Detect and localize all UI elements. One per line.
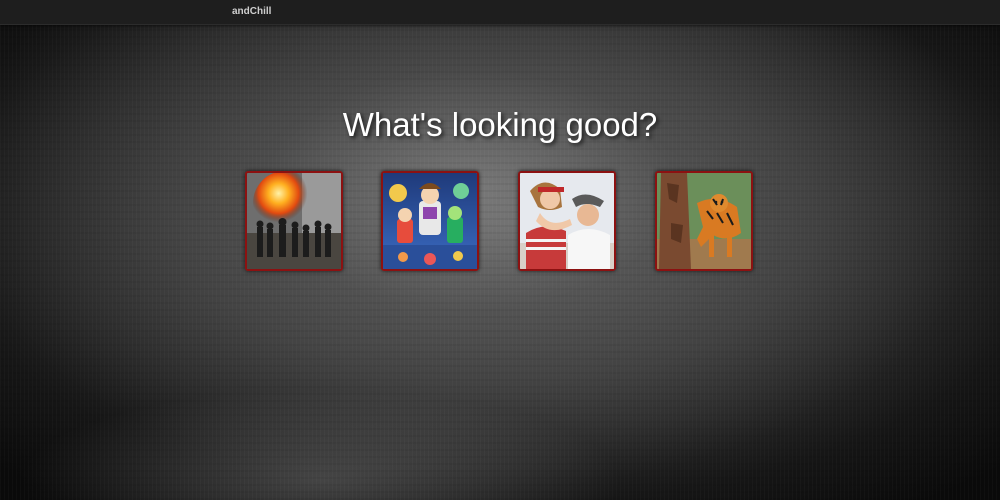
romance-couple-image <box>520 173 614 269</box>
action-explosion-image <box>247 173 341 269</box>
genre-tile-action[interactable] <box>245 171 343 271</box>
animated-toys-image <box>383 173 477 269</box>
nature-tiger-image <box>657 173 751 269</box>
genre-tile-nature[interactable] <box>655 171 753 271</box>
genre-tile-romance[interactable] <box>518 171 616 271</box>
genre-tile-animation[interactable] <box>381 171 479 271</box>
top-nav-bar: andChill <box>0 0 1000 25</box>
brand-link[interactable]: andChill <box>232 6 272 17</box>
page-headline: What's looking good? <box>342 106 658 143</box>
